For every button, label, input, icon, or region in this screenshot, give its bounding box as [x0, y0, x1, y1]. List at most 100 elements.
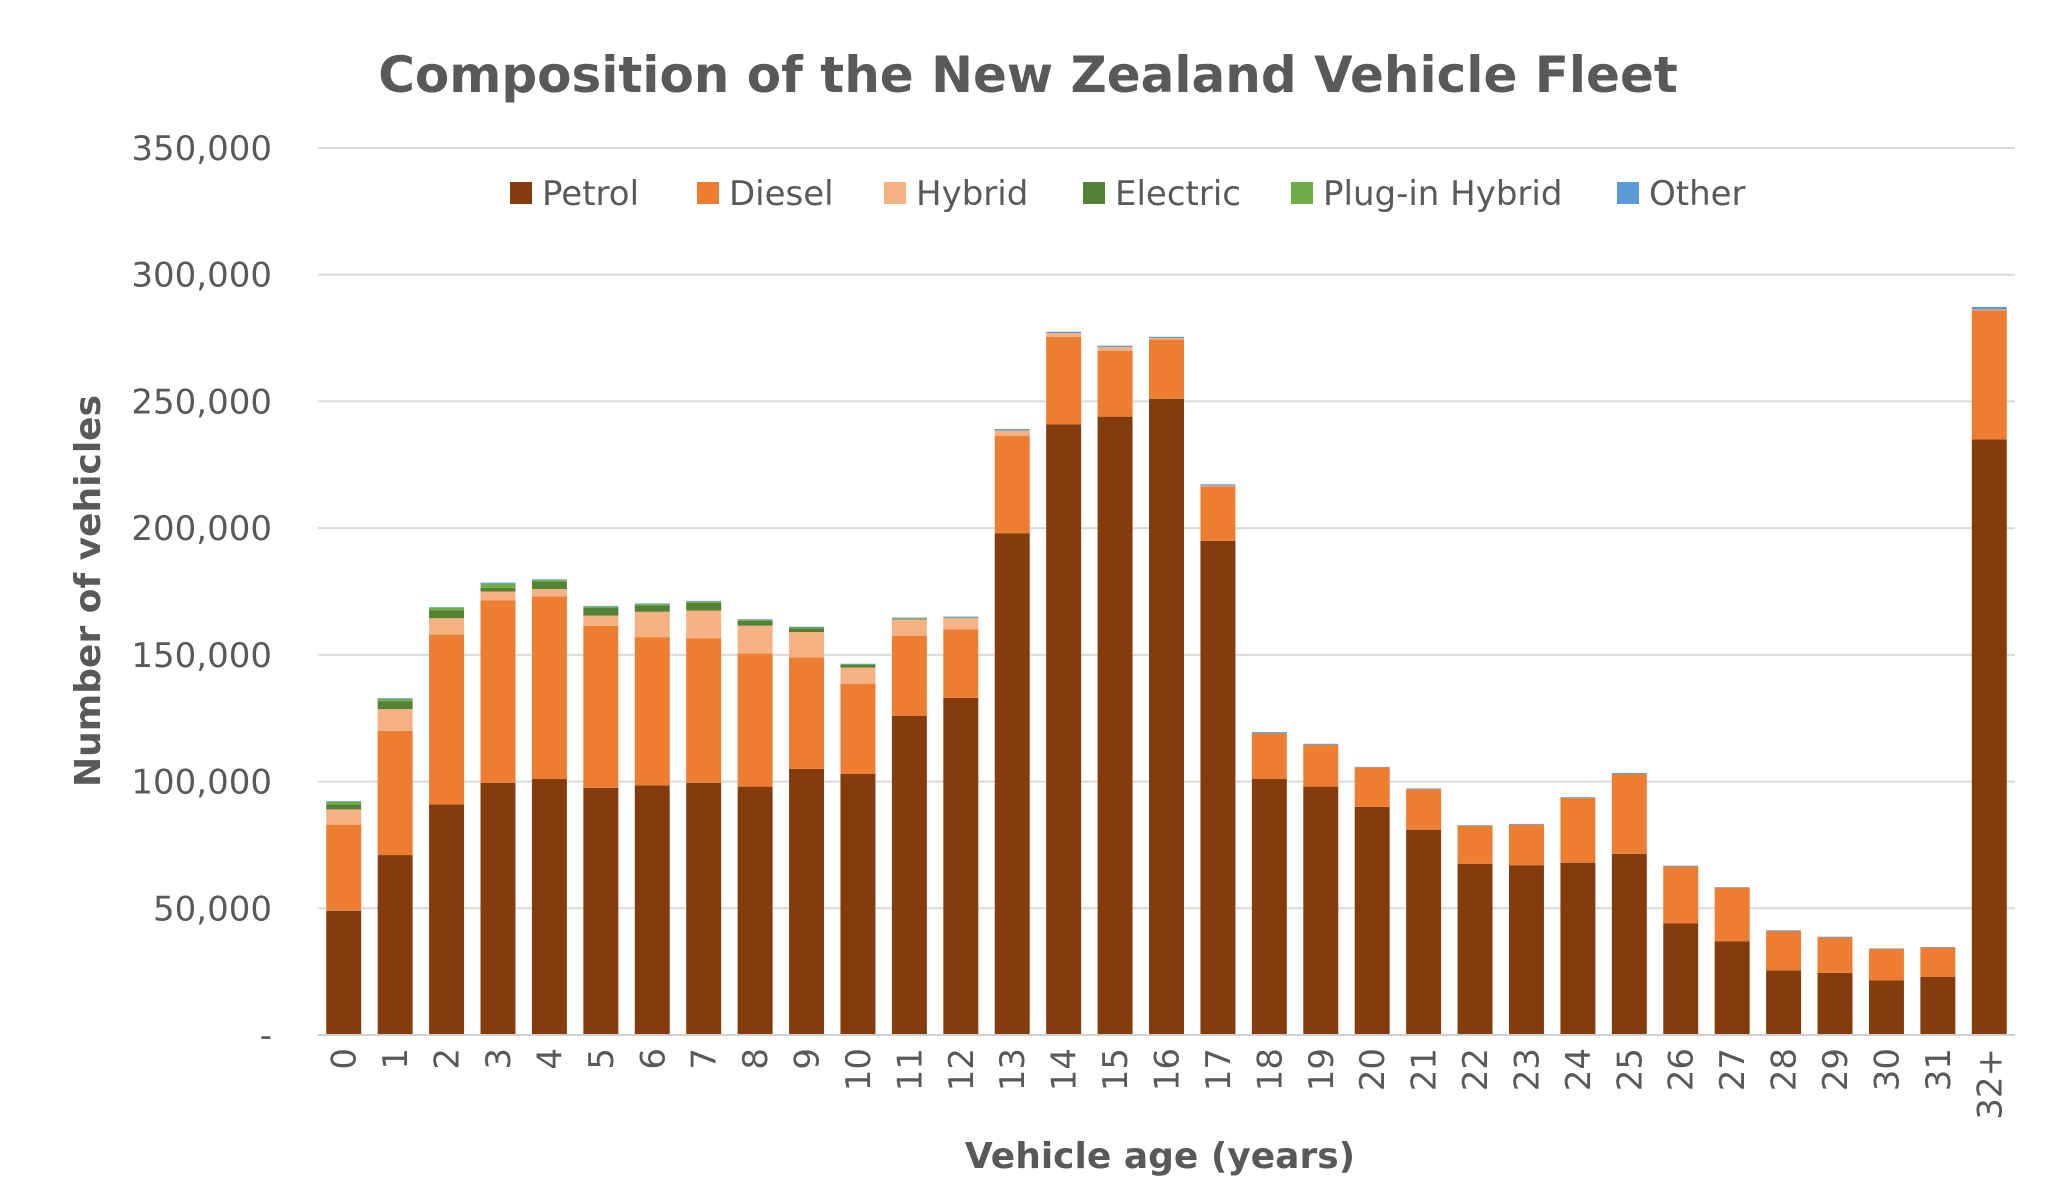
bar-other-age-17: [1200, 484, 1236, 486]
bar-other-age-11: [891, 617, 927, 619]
bar-other-age-28: [1766, 930, 1802, 932]
bar-diesel-age-15: [1097, 350, 1133, 417]
y-tick-label: 50,000: [153, 889, 272, 929]
bar-other-age-9: [789, 626, 825, 628]
bar-diesel-age-4: [531, 596, 567, 780]
bar-diesel-age-14: [1046, 336, 1082, 425]
bar-plug-in-hybrid-age-1: [377, 698, 413, 702]
bar-electric-age-4: [531, 581, 567, 589]
bar-hybrid-age-12: [943, 618, 979, 630]
x-tick-label: 7: [685, 1048, 725, 1070]
bar-other-age-23: [1508, 823, 1544, 825]
bar-hybrid-age-17: [1200, 485, 1236, 487]
bar-petrol-age-12: [943, 697, 979, 1035]
bar-electric-age-8: [737, 620, 773, 626]
bar-diesel-age-26: [1663, 866, 1699, 924]
bar-hybrid-age-6: [634, 611, 670, 638]
bar-petrol-age-25: [1611, 853, 1647, 1035]
x-tick-label: 23: [1507, 1048, 1547, 1091]
bar-other-age-8: [737, 619, 773, 620]
bar-petrol-age-18: [1251, 779, 1287, 1035]
bar-petrol-age-8: [737, 786, 773, 1035]
x-tick-label: 1: [376, 1048, 416, 1070]
x-tick-label: 27: [1713, 1048, 1753, 1091]
bar-other-age-13: [994, 429, 1030, 431]
x-tick-label: 4: [530, 1048, 570, 1070]
bar-other-age-10: [840, 663, 876, 665]
bar-plug-in-hybrid-age-0: [326, 801, 362, 805]
bar-diesel-age-29: [1817, 937, 1853, 973]
bar-electric-age-12: [943, 617, 979, 619]
bar-plug-in-hybrid-age-5: [583, 606, 619, 608]
bar-hybrid-age-5: [583, 615, 619, 626]
y-tick-label: 250,000: [131, 382, 272, 422]
bar-petrol-age-17: [1200, 540, 1236, 1035]
bar-other-age-5: [583, 605, 619, 607]
bar-diesel-age-27: [1714, 888, 1750, 942]
bar-plug-in-hybrid-age-9: [789, 627, 825, 629]
bar-diesel-age-2: [429, 634, 465, 805]
legend-item-other: Other: [1617, 174, 1746, 214]
bar-electric-age-11: [891, 618, 927, 620]
legend-label: Other: [1649, 174, 1746, 214]
x-tick-label: 10: [839, 1048, 879, 1091]
x-tick-label: 16: [1148, 1048, 1188, 1091]
bar-other-age-16: [1149, 336, 1184, 339]
x-tick-label: 26: [1662, 1048, 1702, 1091]
bar-electric-age-3: [480, 587, 516, 592]
legend-swatch: [697, 182, 719, 204]
bar-plug-in-hybrid-age-8: [737, 619, 773, 621]
bar-other-age-4: [531, 579, 567, 581]
x-tick-label: 14: [1045, 1048, 1085, 1091]
bar-plug-in-hybrid-age-6: [634, 604, 670, 606]
bar-petrol-age-27: [1714, 941, 1750, 1035]
legend-swatch: [1291, 182, 1313, 204]
bar-other-age-2: [429, 607, 465, 608]
legend-item-diesel: Diesel: [697, 174, 834, 214]
bar-hybrid-age-8: [737, 625, 773, 654]
bar-other-age-27: [1714, 887, 1750, 889]
bar-diesel-age-32+: [1971, 310, 2007, 440]
bar-other-age-15: [1097, 345, 1133, 347]
bar-hybrid-age-0: [326, 809, 362, 825]
bar-diesel-age-6: [634, 637, 670, 786]
bar-hybrid-age-9: [789, 632, 825, 658]
bar-electric-age-0: [326, 804, 362, 810]
bar-other-age-14: [1046, 331, 1082, 334]
bar-petrol-age-20: [1354, 806, 1390, 1035]
bar-petrol-age-0: [326, 910, 362, 1035]
bar-hybrid-age-16: [1149, 338, 1184, 340]
bar-diesel-age-1: [377, 730, 413, 856]
legend-label: Plug-in Hybrid: [1323, 174, 1562, 214]
x-tick-label: 30: [1867, 1048, 1907, 1091]
bar-petrol-age-3: [480, 782, 516, 1035]
bar-other-age-19: [1303, 743, 1339, 745]
bar-electric-age-5: [583, 607, 619, 616]
y-tick-label: 350,000: [131, 129, 272, 169]
x-tick-label: 32+: [1970, 1048, 2010, 1120]
x-tick-label: 3: [479, 1048, 519, 1070]
legend-swatch: [1617, 182, 1639, 204]
bar-other-age-24: [1560, 797, 1596, 799]
bar-diesel-age-13: [994, 435, 1030, 534]
bar-electric-age-2: [429, 610, 465, 619]
bar-hybrid-age-7: [686, 610, 722, 639]
bar-diesel-age-8: [737, 653, 773, 787]
bar-diesel-age-21: [1406, 789, 1442, 830]
x-tick-label: 20: [1353, 1048, 1393, 1091]
bar-petrol-age-6: [634, 785, 670, 1035]
bar-petrol-age-22: [1457, 863, 1493, 1035]
x-tick-label: 6: [633, 1048, 673, 1070]
bar-other-age-25: [1611, 772, 1647, 774]
bar-other-age-21: [1406, 788, 1442, 790]
bar-petrol-age-16: [1149, 398, 1184, 1035]
bar-petrol-age-31: [1920, 976, 1956, 1035]
bar-diesel-age-7: [686, 638, 722, 783]
bar-diesel-age-10: [840, 684, 876, 774]
y-tick-label: 150,000: [131, 636, 272, 676]
x-tick-label: 8: [736, 1048, 776, 1070]
bar-electric-age-7: [686, 602, 722, 611]
legend: Petrol Diesel Hybrid Electric Plug-in Hybrid…: [510, 174, 1746, 214]
bar-petrol-age-15: [1097, 416, 1133, 1035]
bar-other-age-0: [326, 801, 362, 802]
